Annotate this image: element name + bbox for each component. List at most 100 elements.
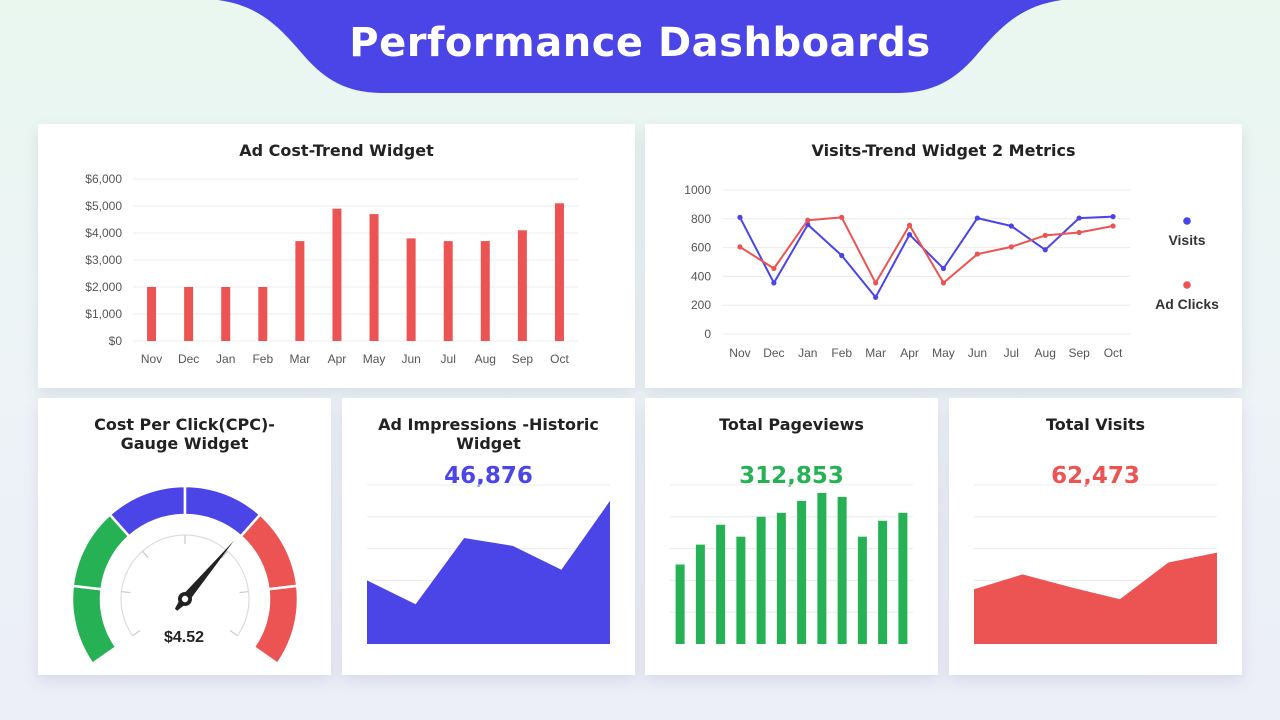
total-visits-title: Total Visits <box>1045 415 1146 434</box>
data-point <box>839 214 845 220</box>
gauge-tick <box>239 590 249 594</box>
gauge-hub-center <box>181 595 189 603</box>
data-point <box>873 280 879 286</box>
data-point <box>974 251 980 257</box>
bar <box>756 516 766 644</box>
data-point <box>771 280 777 286</box>
bar-Mar <box>295 241 305 341</box>
y-tick-label: $0 <box>109 334 123 348</box>
area-fill <box>974 552 1217 644</box>
bar-Jun <box>406 238 416 341</box>
data-point <box>940 280 947 286</box>
cpc-title-line-1: Cost Per Click(CPC)- <box>94 415 275 434</box>
y-tick-label: $5,000 <box>85 199 122 213</box>
bar-Feb <box>258 287 268 341</box>
y-tick-label: 200 <box>691 298 711 312</box>
data-point <box>1008 244 1014 250</box>
x-tick-label: Mar <box>290 352 311 366</box>
area-fill <box>367 500 610 644</box>
header-banner <box>218 0 1062 93</box>
ad-cost-card: Ad Cost-Trend Widget $0 $1,000 $2,000 $3,00… <box>38 124 635 388</box>
total-visits-chart <box>974 484 1217 644</box>
gauge-band <box>70 584 118 666</box>
bar <box>776 512 786 644</box>
data-point <box>737 244 743 250</box>
bar <box>817 492 827 644</box>
data-point <box>737 214 743 220</box>
x-tick-label: Nov <box>141 352 162 366</box>
pageviews-title: Total Pageviews <box>719 415 864 434</box>
data-point <box>839 252 845 259</box>
y-tick-label: 600 <box>691 241 711 255</box>
ad-cost-chart: $0 $1,000 $2,000 $3,000 $4,000 $5,000 $6,000 No… <box>85 172 578 366</box>
x-tick-label: Jan <box>216 352 235 366</box>
x-tick-label: Jan <box>798 346 817 360</box>
data-point <box>1042 232 1048 238</box>
data-point <box>1110 214 1116 220</box>
impressions-card: Ad Impressions -Historic Widget 46,876 <box>342 398 635 675</box>
impressions-title-line-1: Ad Impressions -Historic <box>378 415 599 434</box>
bar <box>695 544 705 644</box>
total-visits-card: Total Visits 62,473 <box>949 398 1242 675</box>
gauge-tick <box>142 550 149 559</box>
gauge-value-label: $4.52 <box>164 629 204 646</box>
y-tick-label: 1000 <box>684 183 711 197</box>
bar-Apr <box>332 208 342 341</box>
data-point <box>1110 223 1116 229</box>
bar-Aug <box>480 241 490 341</box>
x-tick-label: Jul <box>1004 346 1019 360</box>
y-tick-label: $1,000 <box>85 307 122 321</box>
gauge-scale-arc <box>120 534 250 637</box>
bar-Nov <box>147 287 157 341</box>
y-tick-label: $4,000 <box>85 226 122 240</box>
data-point <box>974 215 980 221</box>
y-tick-label: 0 <box>704 327 711 341</box>
bar-Oct <box>554 203 564 341</box>
gauge-tick <box>221 550 228 559</box>
x-tick-label: Feb <box>252 352 273 366</box>
x-tick-label: Apr <box>900 346 919 360</box>
x-tick-label: Mar <box>865 346 886 360</box>
x-tick-label: Apr <box>328 352 347 366</box>
bar-Jul <box>443 241 453 341</box>
x-tick-label: May <box>932 346 955 360</box>
x-tick-label: Dec <box>178 352 199 366</box>
x-tick-label: Sep <box>512 352 534 366</box>
bar-Sep <box>517 230 527 341</box>
x-tick-label: Dec <box>763 346 784 360</box>
series-line-ad-clicks <box>739 216 1114 284</box>
data-point <box>771 265 777 272</box>
data-point <box>805 217 811 223</box>
bar <box>898 512 908 644</box>
cpc-gauge: $4.52 <box>70 484 300 666</box>
visits-trend-card: Visits-Trend Widget 2 Metrics 0 200 400 600… <box>645 124 1242 388</box>
cpc-title-line-2: Gauge Widget <box>120 434 249 453</box>
gauge-tick <box>132 630 141 637</box>
gauge-band <box>252 584 300 666</box>
bar <box>736 536 746 644</box>
x-tick-label: Aug <box>475 352 496 366</box>
impressions-title-line-2: Widget <box>456 434 521 453</box>
x-tick-label: Nov <box>729 346 750 360</box>
data-point <box>1008 223 1014 229</box>
y-tick-label: $3,000 <box>85 253 122 267</box>
bar-Jan <box>221 287 231 341</box>
gauge-band <box>108 484 187 539</box>
x-tick-label: Oct <box>1104 346 1123 360</box>
impressions-chart <box>367 484 610 644</box>
legend-marker <box>1183 281 1191 289</box>
ad-cost-title: Ad Cost-Trend Widget <box>239 141 434 160</box>
data-point <box>906 232 913 238</box>
visits-trend-chart: 0 200 400 600 800 1000 Nov Dec Jan Feb Mar Apr May Ju… <box>684 183 1219 360</box>
x-tick-label: Oct <box>550 352 569 366</box>
x-tick-label: Jun <box>401 352 420 366</box>
x-tick-label: May <box>363 352 386 366</box>
data-point <box>1076 229 1082 236</box>
cpc-gauge-card: Cost Per Click(CPC)- Gauge Widget $4.52 <box>38 398 331 675</box>
page-title: Performance Dashboards <box>349 20 931 66</box>
gauge-tick <box>229 630 238 637</box>
bar <box>716 524 726 644</box>
bar <box>837 496 847 644</box>
y-tick-label: 800 <box>691 212 711 226</box>
x-tick-label: Feb <box>831 346 852 360</box>
